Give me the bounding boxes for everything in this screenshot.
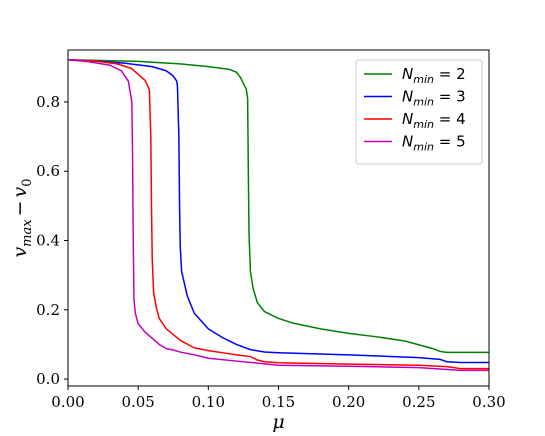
y-axis-label-v2: v	[9, 186, 31, 197]
legend-label-value: = 2	[434, 65, 466, 83]
legend-label-base: N	[402, 88, 413, 106]
series-layer	[67, 58, 489, 372]
ticks-layer: 0.00 0.05 0.10 0.15 0.20 0.25 0.30 0.0 0.2 0.4 0.6…	[36, 93, 506, 411]
series-line-1	[67, 58, 489, 354]
x-tick-label: 0.30	[472, 393, 505, 411]
series-line-2	[67, 58, 489, 364]
x-tick-label: 0.25	[402, 393, 435, 411]
y-axis-label-sub2: 0	[20, 178, 35, 186]
x-tick-label: 0.05	[121, 393, 154, 411]
legend-label-1: Nmin = 2	[402, 65, 466, 86]
y-tick-label: 0.6	[36, 162, 60, 180]
series-line-3	[67, 58, 489, 370]
legend-label-sub: min	[413, 141, 434, 154]
legend-label-sub: min	[413, 118, 434, 131]
y-axis-label-minus: −	[9, 200, 31, 216]
legend-label-base: N	[402, 133, 413, 151]
y-axis-label-v1: v	[9, 247, 31, 258]
series-line-4	[67, 58, 489, 372]
x-tick-label: 0.00	[51, 393, 84, 411]
legend-box	[355, 59, 483, 165]
legend-label-sub: min	[413, 96, 434, 109]
legend-label-3: Nmin = 4	[402, 110, 466, 131]
legend-label-2: Nmin = 3	[402, 88, 466, 109]
legend-label-value: = 3	[434, 88, 466, 106]
y-axis-label: vmax−v0	[9, 178, 35, 257]
legend-label-value: = 5	[434, 133, 466, 151]
y-tick-label: 0.2	[36, 301, 60, 319]
y-axis-label-sub1: max	[20, 219, 35, 247]
x-tick-label: 0.15	[262, 393, 295, 411]
y-tick-label: 0.0	[36, 370, 60, 388]
legend-label-base: N	[402, 65, 413, 83]
y-tick-label: 0.8	[36, 93, 60, 111]
legend-label-base: N	[402, 110, 413, 128]
x-axis-label: μ	[272, 411, 284, 433]
legend-label-sub: min	[413, 73, 434, 86]
legend-label-4: Nmin = 5	[402, 133, 466, 154]
legend-label-value: = 4	[434, 110, 466, 128]
y-tick-label: 0.4	[36, 232, 60, 250]
x-tick-label: 0.10	[192, 393, 225, 411]
x-tick-label: 0.20	[332, 393, 365, 411]
